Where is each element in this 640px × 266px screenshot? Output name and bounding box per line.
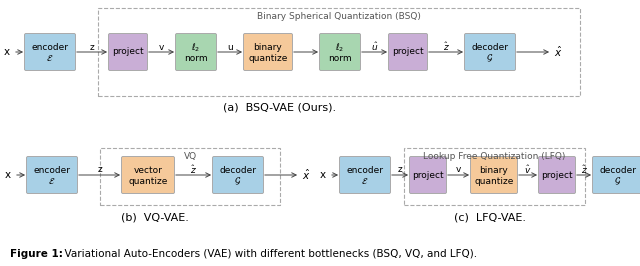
Text: (b)  VQ-VAE.: (b) VQ-VAE. (121, 213, 189, 223)
FancyBboxPatch shape (593, 156, 640, 193)
FancyBboxPatch shape (470, 156, 518, 193)
Text: u: u (227, 43, 233, 52)
FancyBboxPatch shape (175, 34, 216, 70)
Text: decoder: decoder (472, 43, 509, 52)
Text: norm: norm (328, 54, 352, 63)
FancyBboxPatch shape (319, 34, 360, 70)
FancyBboxPatch shape (410, 156, 447, 193)
Text: $\hat{z}$: $\hat{z}$ (442, 41, 449, 53)
Text: encoder: encoder (33, 166, 70, 175)
Text: Lookup Free Quantization (LFQ): Lookup Free Quantization (LFQ) (423, 152, 566, 161)
Bar (98, 8, 580, 96)
Text: vector: vector (134, 166, 163, 175)
Text: x: x (5, 170, 11, 180)
Text: Binary Spherical Quantization (BSQ): Binary Spherical Quantization (BSQ) (257, 12, 421, 21)
Text: (c)  LFQ-VAE.: (c) LFQ-VAE. (454, 213, 526, 223)
Text: x: x (320, 170, 326, 180)
Text: $\mathcal{E}$: $\mathcal{E}$ (362, 176, 369, 186)
Text: z: z (90, 43, 94, 52)
Text: project: project (392, 48, 424, 56)
Text: $\mathcal{G}$: $\mathcal{G}$ (614, 176, 621, 187)
Text: $\ell_2$: $\ell_2$ (335, 41, 345, 54)
Text: quantize: quantize (248, 54, 288, 63)
Text: $\hat{u}$: $\hat{u}$ (371, 41, 378, 53)
Text: quantize: quantize (128, 177, 168, 186)
Text: $\hat{z}$: $\hat{z}$ (190, 164, 197, 176)
Text: z: z (97, 165, 102, 174)
Text: decoder: decoder (600, 166, 637, 175)
Text: VQ: VQ (184, 152, 196, 161)
Text: encoder: encoder (346, 166, 383, 175)
Text: $\mathcal{E}$: $\mathcal{E}$ (48, 176, 56, 186)
FancyBboxPatch shape (538, 156, 575, 193)
Text: binary: binary (479, 166, 508, 175)
Text: v: v (456, 165, 461, 174)
FancyBboxPatch shape (24, 34, 76, 70)
FancyBboxPatch shape (465, 34, 515, 70)
FancyBboxPatch shape (339, 156, 390, 193)
Text: project: project (412, 171, 444, 180)
Text: $\hat{v}$: $\hat{v}$ (524, 164, 532, 176)
FancyBboxPatch shape (243, 34, 292, 70)
Text: $\mathcal{G}$: $\mathcal{G}$ (234, 176, 242, 187)
Bar (404, 148, 585, 205)
Text: project: project (112, 48, 144, 56)
FancyBboxPatch shape (212, 156, 264, 193)
Text: $\mathcal{E}$: $\mathcal{E}$ (46, 53, 54, 63)
Text: quantize: quantize (474, 177, 514, 186)
Text: $\hat{z}$: $\hat{z}$ (580, 164, 588, 176)
Text: decoder: decoder (220, 166, 257, 175)
FancyBboxPatch shape (122, 156, 175, 193)
Text: encoder: encoder (31, 43, 68, 52)
Text: $\mathcal{G}$: $\mathcal{G}$ (486, 53, 493, 64)
FancyBboxPatch shape (26, 156, 77, 193)
Text: x: x (4, 47, 10, 57)
Text: Figure 1:: Figure 1: (10, 249, 63, 259)
Text: $\hat{x}$: $\hat{x}$ (554, 45, 563, 59)
Text: binary: binary (253, 43, 282, 52)
FancyBboxPatch shape (388, 34, 428, 70)
Text: v: v (159, 43, 164, 52)
Text: Variational Auto-Encoders (VAE) with different bottlenecks (BSQ, VQ, and LFQ).: Variational Auto-Encoders (VAE) with dif… (58, 249, 477, 259)
Text: $\hat{x}$: $\hat{x}$ (301, 168, 310, 182)
Text: project: project (541, 171, 573, 180)
Text: z: z (397, 165, 403, 174)
FancyBboxPatch shape (109, 34, 147, 70)
Text: (a)  BSQ-VAE (Ours).: (a) BSQ-VAE (Ours). (223, 103, 337, 113)
Text: norm: norm (184, 54, 208, 63)
Text: $\ell_2$: $\ell_2$ (191, 41, 201, 54)
Bar (100, 148, 280, 205)
